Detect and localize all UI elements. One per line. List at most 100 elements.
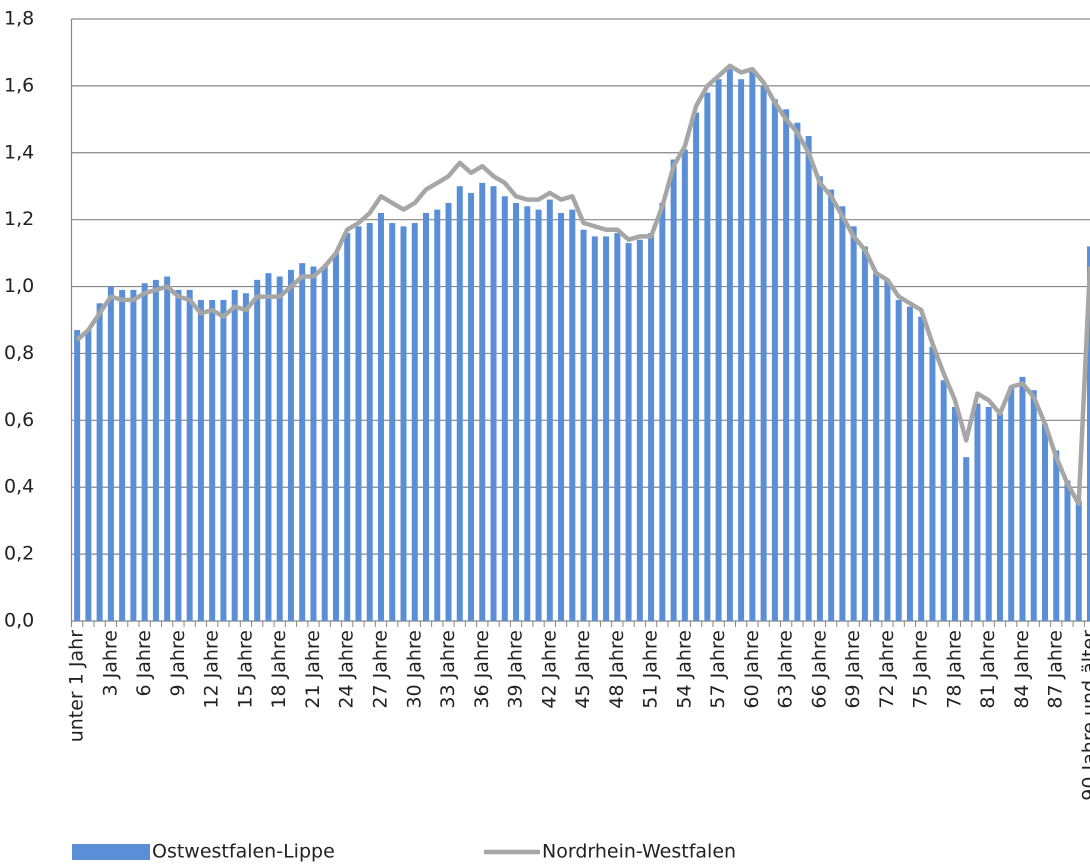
- bar: [693, 112, 700, 622]
- y-tick-label: 0,2: [4, 543, 34, 565]
- bar: [242, 293, 249, 621]
- x-tick-label: 75 Jahre: [910, 630, 932, 709]
- bar: [535, 209, 542, 621]
- y-tick-label: 0,4: [4, 476, 34, 498]
- bar: [940, 380, 947, 621]
- x-tick-label: 30 Jahre: [403, 630, 425, 709]
- x-tick-label: 63 Jahre: [775, 630, 797, 709]
- bar: [411, 223, 418, 621]
- bar: [423, 212, 430, 621]
- y-tick-label: 1,0: [4, 275, 34, 297]
- bar: [715, 79, 722, 621]
- bar: [659, 202, 666, 621]
- x-tick-label: 51 Jahre: [640, 630, 662, 709]
- legend-label: Ostwestfalen-Lippe: [152, 841, 335, 863]
- bar: [816, 176, 823, 621]
- bar: [524, 206, 531, 622]
- bar: [141, 283, 148, 621]
- bar: [783, 109, 790, 622]
- bar: [771, 99, 778, 622]
- bar: [355, 226, 362, 621]
- x-tick-label: 87 Jahre: [1045, 630, 1067, 709]
- x-tick-label: 69 Jahre: [842, 630, 864, 709]
- x-tick-label: 24 Jahre: [336, 630, 358, 709]
- bar: [400, 226, 407, 621]
- x-tick-label: 12 Jahre: [201, 630, 223, 709]
- bar: [873, 273, 880, 621]
- bar: [321, 266, 328, 621]
- bar: [918, 316, 925, 621]
- x-tick-label: 6 Jahre: [133, 630, 155, 697]
- bar: [963, 457, 970, 621]
- x-tick-label: 42 Jahre: [538, 630, 560, 709]
- bar: [276, 276, 283, 621]
- bar: [828, 189, 835, 622]
- bar: [1019, 376, 1026, 621]
- y-tick-label: 1,2: [4, 208, 34, 230]
- bar: [513, 202, 520, 621]
- bar: [197, 299, 204, 621]
- bar: [85, 330, 92, 621]
- x-tick-label: 81 Jahre: [977, 630, 999, 709]
- bar: [1087, 246, 1090, 621]
- y-tick-label: 0,8: [4, 342, 34, 364]
- legend-swatch: [72, 844, 150, 860]
- bar: [681, 149, 688, 621]
- x-tick-label: 3 Jahre: [99, 630, 121, 697]
- bar: [546, 199, 553, 621]
- bar: [344, 233, 351, 622]
- x-tick-label: 21 Jahre: [302, 630, 324, 709]
- bar: [1075, 500, 1082, 621]
- bar: [501, 196, 508, 621]
- bar: [152, 279, 159, 621]
- bar: [704, 92, 711, 622]
- bar: [749, 69, 756, 621]
- bar: [850, 226, 857, 621]
- bar: [1008, 386, 1015, 621]
- x-tick-label: unter 1 Jahr: [66, 630, 88, 742]
- legend-label: Nordrhein-Westfalen: [542, 841, 736, 863]
- bar: [1064, 480, 1071, 621]
- bar: [107, 286, 114, 621]
- bar: [558, 212, 565, 621]
- bar: [377, 212, 384, 621]
- bar: [1053, 450, 1060, 621]
- bar: [839, 206, 846, 622]
- x-tick-label: 9 Jahre: [167, 630, 189, 697]
- y-tick-label: 0,6: [4, 409, 34, 431]
- x-tick-label: 39 Jahre: [505, 630, 527, 709]
- y-tick-label: 1,6: [4, 74, 34, 96]
- bar: [434, 209, 441, 621]
- bar: [580, 229, 587, 621]
- bar: [310, 266, 317, 621]
- bar: [130, 289, 137, 621]
- bar: [468, 192, 475, 621]
- bar: [220, 299, 227, 621]
- x-tick-label: 48 Jahre: [606, 630, 628, 709]
- x-tick-label: 54 Jahre: [673, 630, 695, 709]
- x-tick-label: 15 Jahre: [234, 630, 256, 709]
- bar: [951, 406, 958, 621]
- bar: [648, 233, 655, 622]
- bar: [1041, 423, 1048, 621]
- x-tick-label: 27 Jahre: [369, 630, 391, 709]
- bar: [186, 289, 193, 621]
- bar: [479, 182, 486, 621]
- bar: [209, 299, 216, 621]
- x-tick-label: 57 Jahre: [707, 630, 729, 709]
- x-tick-label: 78 Jahre: [943, 630, 965, 709]
- bar: [456, 186, 463, 621]
- bar: [996, 413, 1003, 621]
- bar: [636, 239, 643, 621]
- bar: [119, 289, 126, 621]
- y-tick-label: 0,0: [4, 610, 34, 632]
- bar: [74, 330, 81, 621]
- x-tick-label: 66 Jahre: [808, 630, 830, 709]
- bar: [794, 122, 801, 621]
- bar: [175, 289, 182, 621]
- bar: [445, 202, 452, 621]
- x-tick-label: 84 Jahre: [1011, 630, 1033, 709]
- bar: [929, 346, 936, 621]
- x-tick-label: 18 Jahre: [268, 630, 290, 709]
